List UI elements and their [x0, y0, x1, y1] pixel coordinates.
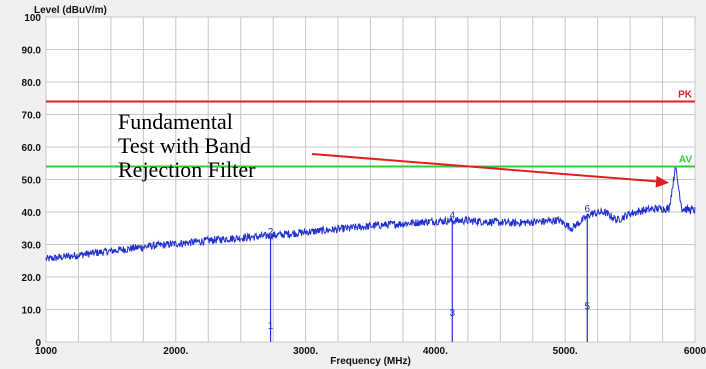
marker-label-3: 3	[449, 308, 455, 319]
x-tick-label: 6000	[684, 346, 706, 357]
y-tick-label: 70.0	[22, 111, 42, 122]
marker-label-2: 2	[268, 227, 274, 238]
y-tick-label: 0	[35, 338, 41, 349]
limit-lines: PK AV	[46, 90, 695, 168]
marker-label-6: 6	[584, 204, 590, 215]
markers: 1 2 3 4 5 6	[268, 204, 590, 342]
x-tick-label: 4000.	[423, 346, 448, 357]
marker-label-4: 4	[449, 211, 455, 222]
y-tick-label: 60.0	[22, 143, 42, 154]
measurement-trace	[45, 167, 696, 262]
x-tick-label: 3000.	[293, 346, 318, 357]
y-tick-label: 20.0	[22, 273, 42, 284]
y-tick-label: 90.0	[22, 46, 42, 57]
x-axis-title: Frequency (MHz)	[330, 356, 411, 367]
y-tick-label: 10.0	[22, 306, 42, 317]
y-tick-label: 40.0	[22, 208, 42, 219]
y-axis-title: Level (dBuV/m)	[34, 5, 107, 16]
measurement-trace-group	[45, 167, 696, 262]
x-tick-label: 2000.	[163, 346, 188, 357]
marker-label-1: 1	[268, 321, 274, 332]
y-tick-label: 80.0	[22, 78, 42, 89]
y-tick-label: 30.0	[22, 241, 42, 252]
annotation-line-2: Test with Band	[118, 133, 251, 158]
y-tick-label: 100	[24, 13, 41, 24]
limit-label-av: AV	[679, 155, 692, 166]
annotation-line-1: Fundamental	[118, 109, 233, 134]
y-tick-label: 50.0	[22, 176, 42, 187]
marker-label-5: 5	[584, 302, 590, 313]
x-tick-labels: 1000 2000. 3000. 4000. 5000. 6000	[35, 346, 706, 357]
annotation-arrow	[311, 153, 670, 188]
annotation-line-3: Rejection Filter	[118, 157, 256, 182]
x-tick-label: 5000.	[553, 346, 578, 357]
annotation: Fundamental Test with Band Rejection Fil…	[118, 109, 256, 182]
x-tick-label: 1000	[35, 346, 58, 357]
y-tick-labels: 0 10.0 20.0 30.0 40.0 50.0 60.0 70.0 80.0 90.0 100	[22, 13, 42, 349]
annotation-arrow-head	[655, 175, 670, 188]
annotation-arrow-line	[311, 153, 662, 183]
limit-label-pk: PK	[678, 90, 693, 101]
